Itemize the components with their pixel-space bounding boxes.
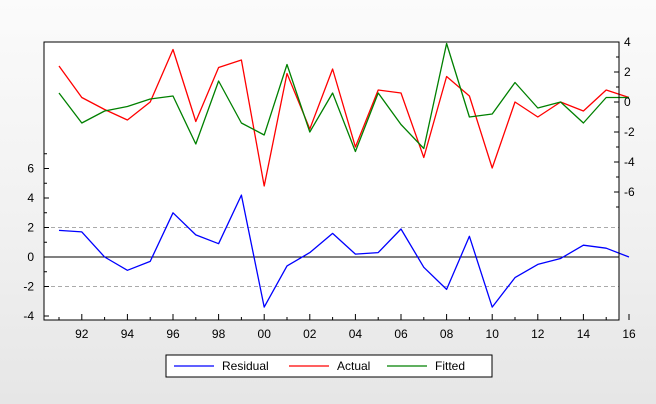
left-tick-label: 4 [27,191,34,205]
left-tick-label: 0 [27,250,34,264]
legend-label-residual: Residual [222,359,269,373]
right-tick-label: 4 [624,35,631,49]
legend-label-actual: Actual [337,359,370,373]
x-tick-label: 02 [303,327,317,341]
x-tick-label: 92 [75,327,89,341]
residual-series-line [58,194,630,308]
x-tick-label: 10 [486,327,500,341]
left-tick-label: -2 [23,280,34,294]
x-tick-label: 94 [121,327,135,341]
x-tick-label: 16 [622,327,636,341]
x-tick-label: 96 [166,327,180,341]
left-tick-label: 2 [27,221,34,235]
fitted-series-line [58,42,629,153]
series-lines [58,42,630,308]
right-tick-label: -4 [624,155,635,169]
legend: Residual Actual Fitted [165,354,493,378]
x-tick-label: 14 [577,327,591,341]
right-axis: 4 2 0 -2 -4 -6 [614,35,635,208]
x-tick-label: 00 [258,327,272,341]
right-tick-label: -6 [624,185,635,199]
right-tick-label: 2 [624,65,631,79]
left-tick-label: -4 [23,309,34,323]
x-tick-label: 12 [531,327,545,341]
x-tick-label: 08 [440,327,454,341]
x-tick-label: 98 [212,327,226,341]
legend-label-fitted: Fitted [435,359,465,373]
x-tick-label: 04 [349,327,363,341]
plot-frame [43,41,620,321]
x-tick-label: 06 [394,327,408,341]
left-axis: 6 4 2 0 -2 -4 [23,153,49,323]
reference-lines [44,227,619,287]
right-tick-label: -2 [624,125,635,139]
x-axis: 92 94 96 98 00 02 04 06 08 10 12 14 16 [58,314,636,341]
right-tick-label: 0 [624,95,631,109]
plot-area [44,42,619,320]
left-tick-label: 6 [27,162,34,176]
actual-series-line [58,48,630,187]
